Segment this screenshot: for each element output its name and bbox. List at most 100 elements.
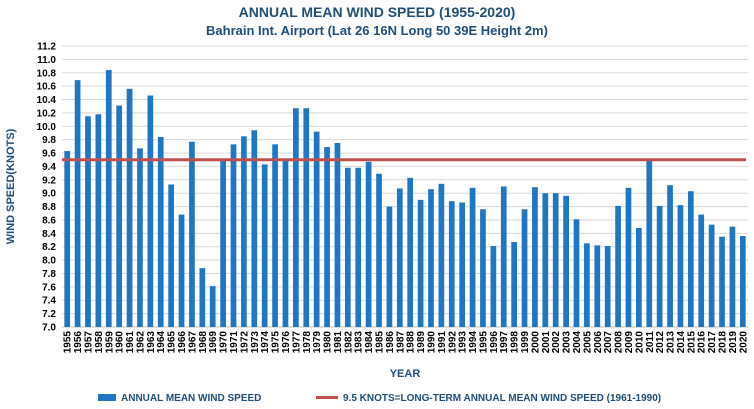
- bar: [230, 144, 237, 327]
- y-tick-label: 10.2: [37, 108, 57, 119]
- x-tick-label: 1961: [125, 331, 136, 354]
- bars: [64, 70, 746, 328]
- chart-subtitle: Bahrain Int. Airport (Lat 26 16N Long 50…: [206, 23, 548, 38]
- y-tick-label: 10.6: [37, 82, 57, 93]
- x-tick-label: 1994: [468, 331, 479, 354]
- x-tick-label: 1958: [94, 331, 105, 354]
- x-tick-label: 2018: [718, 331, 729, 354]
- bar: [355, 167, 362, 327]
- x-tick-label: 2020: [738, 331, 749, 354]
- x-tick-label: 1969: [208, 331, 219, 354]
- x-tick-label: 1963: [146, 331, 157, 354]
- x-tick-label: 1979: [312, 331, 323, 354]
- bar: [209, 286, 216, 327]
- x-tick-label: 1991: [437, 331, 448, 354]
- y-tick-label: 7.8: [42, 269, 56, 280]
- x-tick-label: 2007: [603, 331, 614, 354]
- x-tick-label: 2017: [707, 331, 718, 354]
- x-tick-label: 2008: [614, 331, 625, 354]
- x-tick-label: 1978: [302, 331, 313, 354]
- y-tick-label: 7.2: [42, 309, 56, 320]
- y-tick-label: 7.4: [42, 296, 56, 307]
- bar: [480, 209, 486, 327]
- y-tick-label: 10.4: [37, 95, 57, 106]
- y-tick-label: 11.2: [37, 42, 56, 53]
- bar: [282, 160, 289, 327]
- bar: [625, 187, 632, 327]
- x-tick-label: 1999: [520, 331, 531, 354]
- x-tick-label: 1984: [364, 331, 375, 354]
- y-tick-label: 9.8: [42, 135, 56, 146]
- x-tick-label: 2011: [645, 331, 656, 353]
- x-tick-label: 1993: [458, 331, 469, 354]
- bar: [168, 184, 174, 327]
- legend: ANNUAL MEAN WIND SPEED 9.5 KNOTS=LONG-TE…: [98, 393, 661, 404]
- bar: [739, 236, 746, 327]
- x-tick-label: 1980: [323, 331, 334, 354]
- x-tick-label: 1987: [395, 331, 406, 354]
- bar: [220, 160, 226, 327]
- bar: [376, 173, 382, 327]
- bar: [552, 193, 559, 327]
- bar: [584, 243, 590, 327]
- x-tick-label: 1985: [375, 331, 386, 354]
- x-tick-label: 2009: [624, 331, 635, 354]
- bar: [719, 236, 725, 327]
- x-tick-label: 1995: [478, 331, 489, 354]
- bar: [85, 116, 91, 327]
- x-tick-label: 2014: [676, 331, 687, 354]
- bar: [199, 268, 206, 327]
- x-tick-label: 2004: [572, 331, 583, 354]
- x-tick-label: 1983: [354, 331, 365, 354]
- x-tick-label: 1988: [406, 331, 417, 354]
- y-tick-labels: 7.0 7.2 7.4 7.6 7.8 8.0 8.2 8.4 8.6 8.8 9.0 9.2 9.4 9…: [37, 42, 57, 334]
- x-tick-label: 2019: [728, 331, 739, 354]
- x-tick-label: 1966: [177, 331, 188, 354]
- bar: [272, 144, 278, 327]
- bar: [521, 209, 528, 327]
- bar: [178, 214, 185, 327]
- bar: [417, 199, 424, 327]
- x-tick-label: 2013: [666, 331, 677, 354]
- legend-bar-swatch: [98, 394, 116, 401]
- x-tick-label: 1997: [499, 331, 510, 354]
- bar: [594, 245, 601, 327]
- bar: [137, 148, 143, 327]
- chart-title: ANNUAL MEAN WIND SPEED (1955-2020): [238, 4, 516, 20]
- y-tick-label: 7.6: [42, 282, 56, 293]
- x-tick-label: 1962: [135, 331, 146, 354]
- x-tick-label: 1982: [343, 331, 354, 354]
- bar: [604, 246, 611, 327]
- bar: [241, 136, 247, 327]
- x-tick-label: 2000: [530, 331, 541, 354]
- y-tick-label: 10.8: [37, 68, 57, 79]
- bar: [573, 219, 580, 327]
- x-axis-title: YEAR: [390, 368, 421, 380]
- x-tick-label: 1976: [281, 331, 292, 354]
- bar: [646, 160, 653, 327]
- bar: [729, 226, 736, 327]
- bar: [677, 205, 684, 327]
- bar: [532, 187, 538, 327]
- bar: [542, 193, 549, 327]
- y-tick-label: 7.0: [42, 323, 56, 334]
- bar: [116, 105, 123, 328]
- y-tick-label: 10.0: [37, 122, 57, 133]
- bar: [293, 108, 299, 327]
- bar: [386, 206, 393, 327]
- bar: [303, 108, 310, 327]
- bar: [459, 202, 466, 327]
- x-tick-label: 1992: [447, 331, 458, 354]
- bar: [656, 205, 663, 327]
- y-tick-label: 9.6: [42, 149, 56, 160]
- y-tick-label: 11.0: [37, 55, 56, 66]
- x-tick-label: 2005: [582, 331, 593, 354]
- bar: [313, 131, 320, 327]
- bar: [500, 186, 507, 327]
- x-tick-label: 2010: [634, 331, 645, 354]
- bar: [636, 227, 642, 327]
- y-tick-label: 9.4: [42, 162, 56, 173]
- bar: [407, 177, 414, 327]
